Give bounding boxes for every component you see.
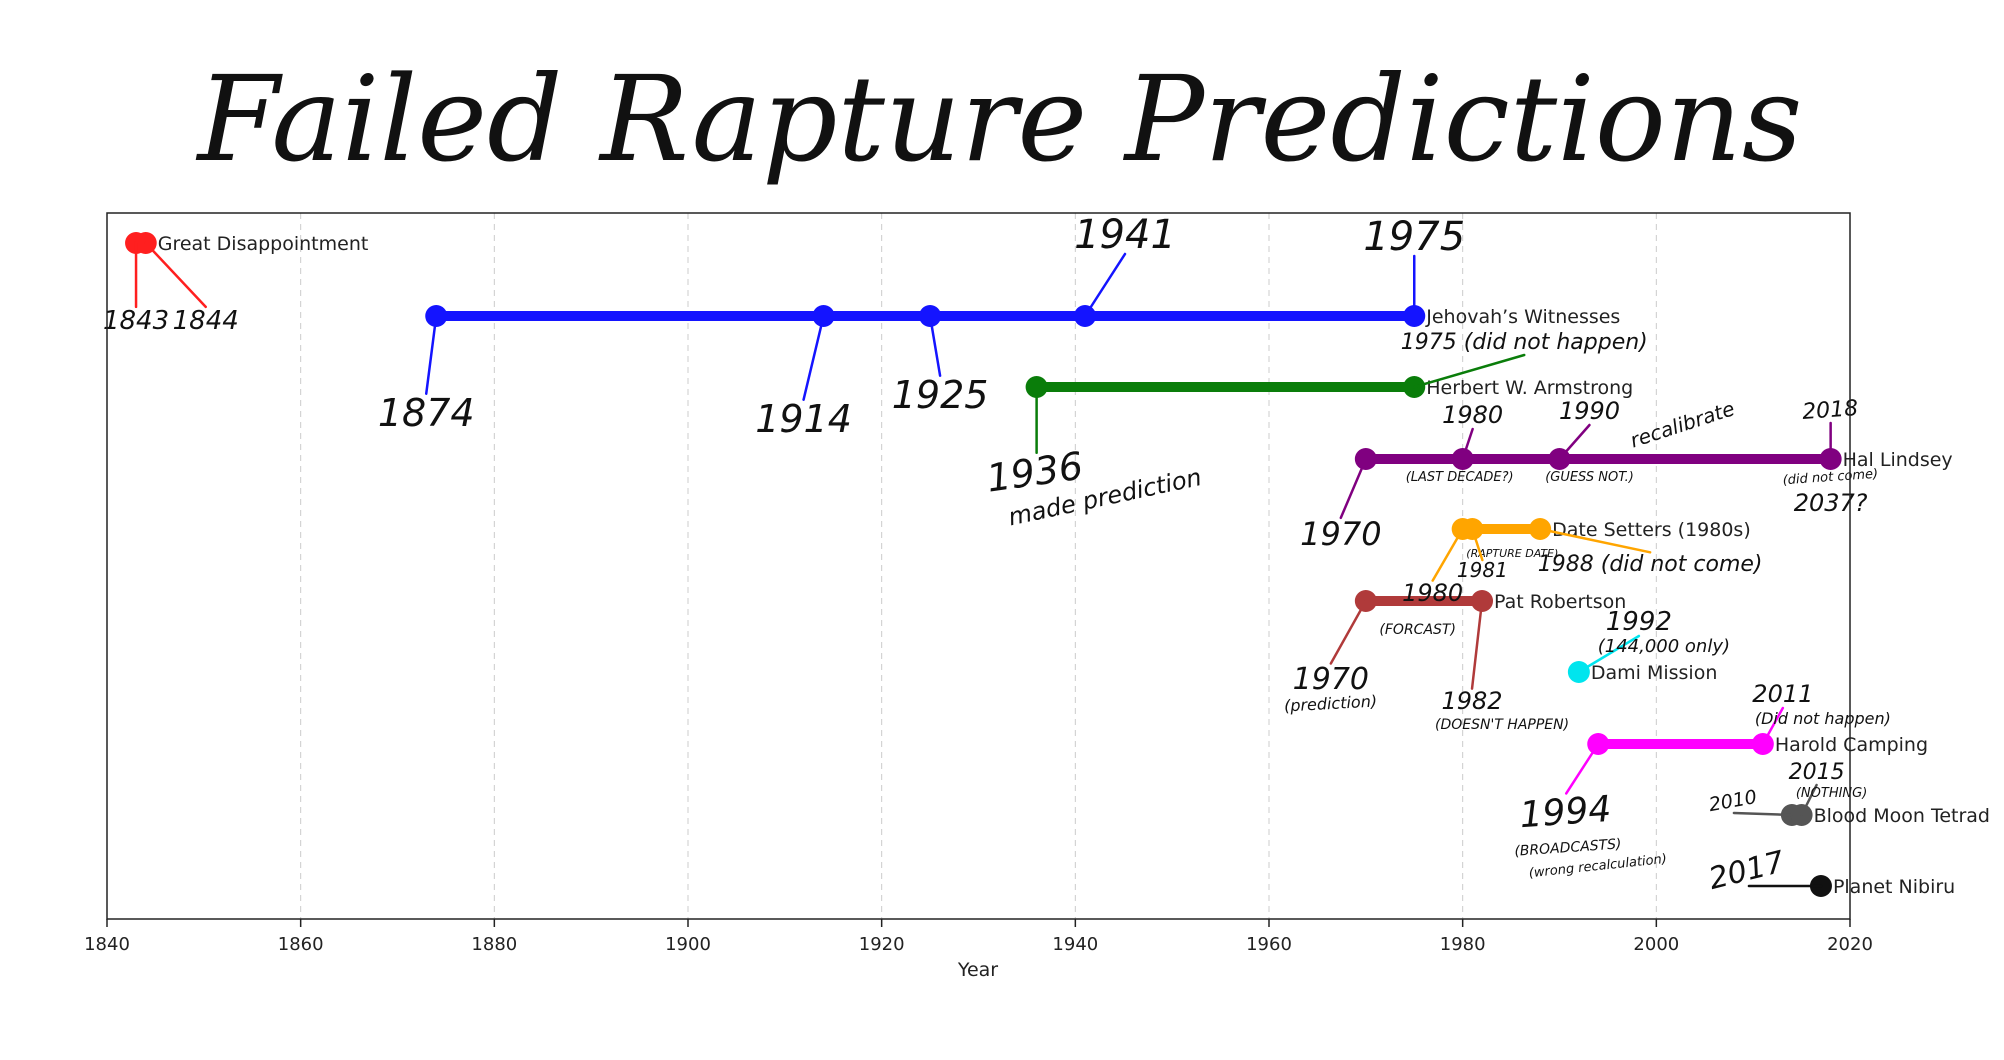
series-jehovah-s-witnesses: Jehovah’s Witnesses bbox=[425, 305, 1620, 328]
series-label: Dami Mission bbox=[1591, 662, 1718, 684]
x-axis-ticks: 1840 1860 1880 1900 1920 1940 1960 1980 2000 2020 bbox=[84, 919, 1873, 955]
annotation-text: 1925 bbox=[892, 373, 989, 417]
annotation-text: 1994 bbox=[1518, 789, 1612, 836]
series-label: Herbert W. Armstrong bbox=[1426, 377, 1633, 399]
series-great-disappointment: Great Disappointment bbox=[125, 232, 368, 255]
annotation-text: recalibrate bbox=[1627, 396, 1737, 452]
annotation-text: 1941 bbox=[1074, 212, 1176, 258]
annotation-text: (GUESS NOT.) bbox=[1545, 470, 1634, 485]
series-label: Hal Lindsey bbox=[1843, 449, 1953, 471]
annotation-text: 1970 bbox=[1300, 515, 1381, 553]
x-tick-label: 1920 bbox=[859, 934, 905, 955]
annotation-text: 2011 bbox=[1752, 680, 1813, 708]
annotation-leader bbox=[1761, 706, 1785, 746]
annotation-text: (RAPTURE DATE) bbox=[1466, 547, 1558, 560]
annotation-text: (LAST DECADE?) bbox=[1406, 470, 1514, 485]
x-tick-label: 1940 bbox=[1052, 934, 1098, 955]
x-tick-label: 1840 bbox=[84, 934, 130, 955]
series-label: Jehovah’s Witnesses bbox=[1425, 306, 1620, 328]
series-label: Date Setters (1980s) bbox=[1552, 519, 1751, 541]
annotation-leader bbox=[1470, 599, 1484, 690]
annotation-leader bbox=[144, 241, 207, 309]
annotation-leader bbox=[1431, 527, 1464, 582]
annotation-leader bbox=[1577, 634, 1641, 674]
annotation-leader bbox=[802, 314, 825, 401]
series-planet-nibiru: Planet Nibiru bbox=[1809, 875, 1955, 898]
annotation-text: 1975 bbox=[1363, 214, 1465, 260]
series-hal-lindsey: Hal Lindsey bbox=[1354, 448, 1953, 471]
annotation-text: 1980 bbox=[1442, 401, 1503, 429]
annotation-text: 2017 bbox=[1705, 845, 1788, 897]
annotation-leader bbox=[1413, 353, 1526, 389]
annotation-leader bbox=[1538, 527, 1652, 554]
annotation-text: 1843 bbox=[103, 306, 169, 336]
series-pat-robertson: Pat Robertson bbox=[1354, 590, 1626, 613]
annotation-leader bbox=[1461, 427, 1474, 461]
x-axis-label: Year bbox=[957, 959, 998, 981]
annotation-leader bbox=[1339, 457, 1368, 520]
annotation-text: 1981 bbox=[1457, 558, 1508, 582]
series-date-setters-1980s: Date Setters (1980s) bbox=[1451, 518, 1751, 541]
annotation-leader bbox=[1564, 742, 1600, 795]
annotation-text: 2010 bbox=[1707, 786, 1758, 816]
x-tick-label: 2020 bbox=[1827, 934, 1873, 955]
x-tick-label: 1980 bbox=[1440, 934, 1486, 955]
vertical-gridlines bbox=[300, 213, 1657, 919]
annotation-text: 1844 bbox=[173, 306, 239, 336]
annotation-text: 1992 bbox=[1606, 607, 1672, 637]
annotation-text: (Did not happen) bbox=[1755, 709, 1891, 728]
annotation-text: (FORCAST) bbox=[1379, 622, 1456, 638]
annotation-text: (BROADCASTS) bbox=[1514, 836, 1622, 859]
series-label: Great Disappointment bbox=[158, 233, 369, 255]
x-tick-label: 2000 bbox=[1633, 934, 1679, 955]
annotation-text: 2037? bbox=[1794, 489, 1868, 517]
series-label: Planet Nibiru bbox=[1833, 876, 1955, 898]
annotation-leader bbox=[928, 314, 942, 377]
annotation-text: (144,000 only) bbox=[1598, 636, 1730, 657]
series-label: Pat Robertson bbox=[1494, 591, 1626, 613]
annotation-text: 2015 bbox=[1789, 760, 1845, 785]
annotation-leader bbox=[1329, 599, 1368, 665]
annotation-text: (prediction) bbox=[1284, 692, 1378, 716]
series-label: Blood Moon Tetrad bbox=[1814, 805, 1990, 827]
annotation-text: 1874 bbox=[378, 391, 475, 435]
annotation-leader bbox=[1732, 811, 1794, 817]
series-label: Harold Camping bbox=[1775, 734, 1928, 756]
annotation-text: 1914 bbox=[755, 397, 852, 441]
annotation-text: (did not come) bbox=[1782, 467, 1878, 489]
annotation-leader bbox=[1471, 527, 1484, 562]
x-tick-label: 1860 bbox=[278, 934, 324, 955]
series-harold-camping: Harold Camping bbox=[1587, 733, 1928, 756]
annotation-leader bbox=[1558, 423, 1591, 461]
series-blood-moon-tetrad: Blood Moon Tetrad bbox=[1780, 804, 1990, 827]
series-herbert-w-armstrong: Herbert W. Armstrong bbox=[1025, 376, 1633, 399]
x-tick-label: 1960 bbox=[1246, 934, 1292, 955]
plot-frame bbox=[106, 212, 1851, 920]
annotation-leader bbox=[424, 314, 438, 395]
annotation-text: 1982 bbox=[1441, 687, 1502, 715]
annotation-leader bbox=[1800, 783, 1818, 817]
annotation-text: (NOTHING) bbox=[1796, 786, 1867, 801]
chart-title: Failed Rapture Predictions bbox=[196, 50, 1803, 188]
x-tick-label: 1900 bbox=[665, 934, 711, 955]
annotation-text: 1990 bbox=[1559, 397, 1620, 425]
annotation-text: 1975 (did not happen) bbox=[1401, 330, 1648, 355]
annotation-leader bbox=[1083, 252, 1127, 318]
x-tick-label: 1880 bbox=[471, 934, 517, 955]
annotation-text: (DOESN'T HAPPEN) bbox=[1435, 717, 1569, 733]
annotation-text: 1970 bbox=[1293, 662, 1369, 697]
annotation-text: 1988 (did not come) bbox=[1538, 552, 1763, 577]
annotation-text: 1980 bbox=[1402, 579, 1463, 607]
